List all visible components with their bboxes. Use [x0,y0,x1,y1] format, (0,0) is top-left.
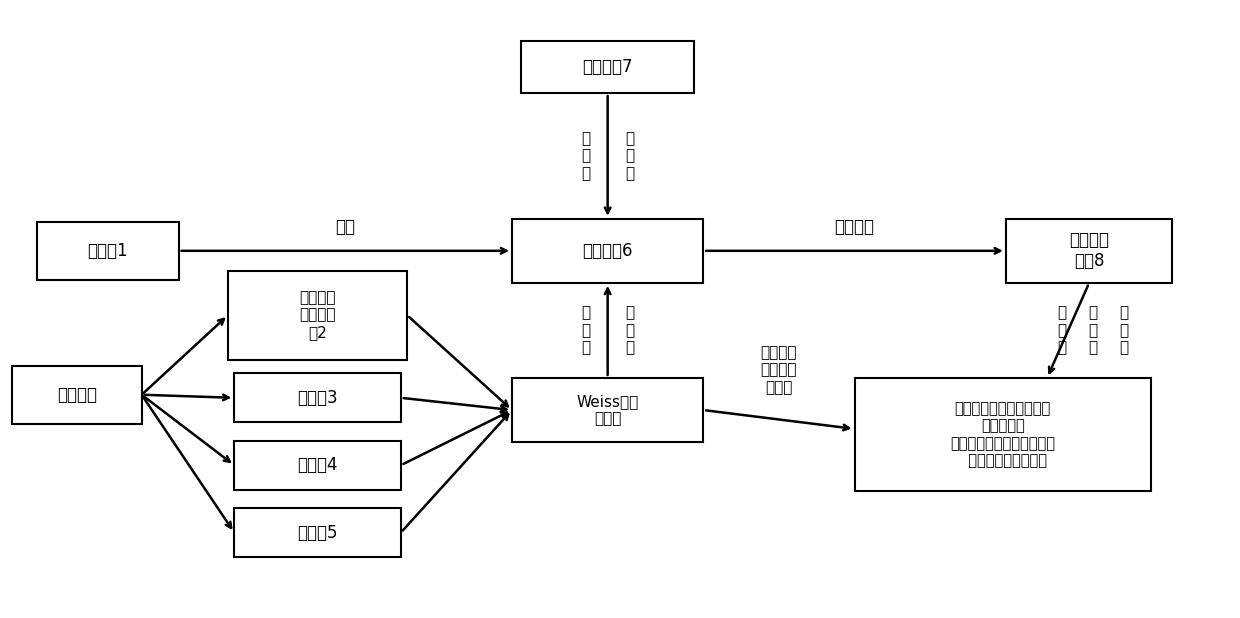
Text: 水温计3: 水温计3 [298,389,337,407]
Text: 测量结果：溶解氧、溶解
氮的浓度，
溶解氧、溶解氮的饱和度，
  总溶解气体的饱和度: 测量结果：溶解氧、溶解 氮的浓度， 溶解氧、溶解氮的饱和度， 总溶解气体的饱和度 [950,401,1055,468]
FancyBboxPatch shape [1006,219,1172,283]
Text: 减震材料7: 减震材料7 [583,58,632,76]
Text: 溶
解
氮: 溶 解 氮 [1089,305,1097,355]
Text: 震
保
护: 震 保 护 [580,131,590,181]
Text: 盐度计4: 盐度计4 [298,456,337,474]
Text: 原位水体: 原位水体 [57,386,97,404]
FancyBboxPatch shape [521,41,694,93]
FancyBboxPatch shape [854,378,1151,491]
Text: 的
浓
度: 的 浓 度 [1058,305,1066,355]
Text: 膜进样质
谱仪8: 膜进样质 谱仪8 [1069,231,1109,270]
Text: 放入: 放入 [335,218,356,235]
Text: 溶
解
氧: 溶 解 氧 [1118,305,1128,355]
FancyBboxPatch shape [512,219,703,283]
FancyBboxPatch shape [234,441,401,489]
Text: 取出水样: 取出水样 [835,218,874,235]
FancyBboxPatch shape [512,378,703,442]
FancyBboxPatch shape [37,222,179,280]
Text: 气压计5: 气压计5 [298,523,337,541]
Text: 提
供
减: 提 供 减 [625,131,635,181]
FancyBboxPatch shape [228,271,407,360]
FancyBboxPatch shape [12,366,141,424]
Text: 水样瓶1: 水样瓶1 [87,242,128,260]
Text: 控温设切6: 控温设切6 [583,242,632,260]
FancyBboxPatch shape [234,508,401,557]
Text: 温
保
度: 温 保 度 [580,305,590,355]
Text: Weiss溶解
度公式: Weiss溶解 度公式 [577,394,639,426]
Text: 理
想
存: 理 想 存 [625,305,635,355]
FancyBboxPatch shape [234,373,401,422]
Text: 溶解氧、
溶解氮的
溶解度: 溶解氧、 溶解氮的 溶解度 [760,345,797,395]
Text: 便携式溶
解氧测定
仪2: 便携式溶 解氧测定 仪2 [299,290,336,340]
